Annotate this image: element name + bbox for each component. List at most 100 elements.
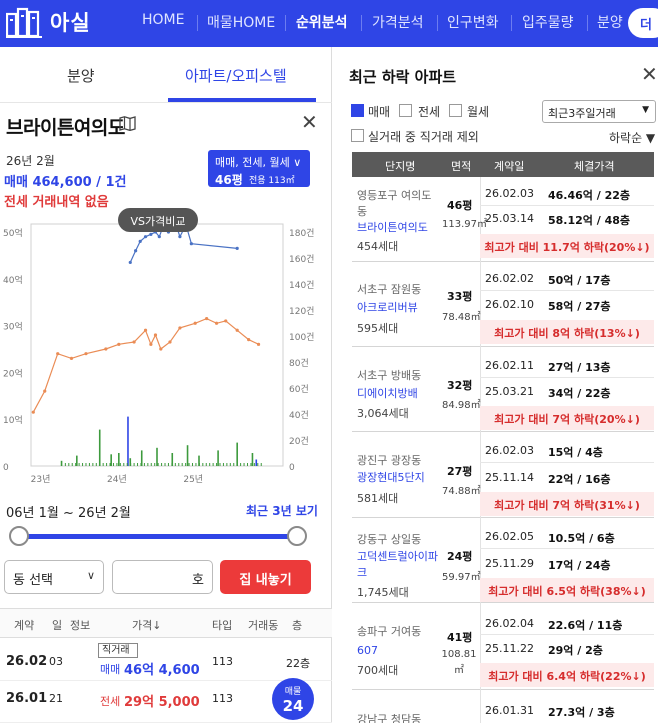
complex-name[interactable]: 607 [357,644,378,657]
map-icon[interactable] [119,116,136,131]
deal-price: 17억 / 24층 [548,559,611,572]
nav-population[interactable]: 인구변화 [447,15,499,31]
nav-supply[interactable]: 입주물량 [522,15,574,31]
tab-presale[interactable]: 분양 [67,67,95,85]
nav-divider [437,15,438,31]
nav-divider [587,15,588,31]
dong-select[interactable]: 동 선택 ∨ [4,560,104,594]
chevron-down-icon: ▼ [642,105,649,115]
exclude-direct-checkbox[interactable] [351,129,364,142]
area-m2: 84.98㎡ [442,400,481,411]
direct-trade-tag: 직거래 [98,643,138,658]
trade-type-selector[interactable]: 매매, 전세, 월세 ∨ 46평 전용 113㎡ [208,150,310,187]
nav-price[interactable]: 가격분석 [372,15,424,31]
price-point [178,326,182,330]
vs-compare-button[interactable]: VS가격비교 [118,208,198,232]
row-divider [480,634,654,635]
area-m2: 78.48㎡ [442,312,481,323]
drop-summary: 최고가 대비 11.7억 하락(20%↓) [480,234,654,258]
contract-date: 26.02.10 [485,298,534,311]
complex-name[interactable]: 디에이치방배 [357,387,418,400]
contract-date: 25.11.22 [485,642,534,655]
deal-price: 29억 / 2층 [548,644,603,657]
households: 1,745세대 [357,586,409,599]
tab-apartment-officetel[interactable]: 아파트/오피스텔 [185,67,287,85]
complex-name[interactable]: 아크로리버뷰 [357,301,418,314]
filter-sale-checkbox[interactable] [351,104,364,117]
drop-list-item[interactable]: 강동구 상일동 고덕센트럴아이파크 1,745세대 24평 59.97㎡ 26.… [352,518,654,603]
close-icon[interactable]: ✕ [301,110,318,134]
nav-presale[interactable]: 분양 [597,15,623,31]
price-point [143,328,148,332]
column-divider [480,518,481,603]
contract-date: 26.02.05 [485,530,534,543]
filter-monthly-checkbox[interactable] [449,104,462,117]
row-divider [480,377,654,378]
pyeong: 32평 [447,379,473,392]
row-divider [480,205,654,206]
trade-row[interactable]: 26.01 21 전세 29억 5,000 113 [0,681,332,723]
complex-name[interactable]: 브라이튼여의도 [357,221,428,234]
column-divider [480,432,481,518]
deal-price: 10.5억 / 6층 [548,532,615,545]
deal-price: 50억 / 17층 [548,274,611,287]
trade-price: 46억 4,600 [124,663,200,678]
drop-summary: 최고가 대비 6.4억 하락(22%↓) [480,663,654,687]
pyeong: 27평 [447,465,473,478]
price-point [153,333,158,337]
price-point [117,342,121,346]
nav-listing-home[interactable]: 매물HOME [207,15,276,31]
drop-list-item[interactable]: 송파구 거여동 607 700세대 41평 108.81㎡ 26.02.04 2… [352,603,654,690]
active-tab-indicator [168,98,316,102]
drop-list-item[interactable]: 강남구 청담동 26.01.31 27.3억 / 3층 [352,690,654,723]
list-my-home-button[interactable]: 집 내놓기 [220,560,311,594]
y-tick-label-right: 180건 [289,228,314,239]
filter-jeonse-label: 전세 [418,105,441,119]
y-tick-label-right: 20건 [289,436,309,447]
tab-bar: 분양 아파트/오피스텔 [0,47,332,103]
complex-name[interactable]: 광장현대5단지 [357,471,425,484]
price-point [149,342,153,346]
trade-row[interactable]: 26.02 03 매매 46억 4,600 113 22층 [0,639,332,681]
contract-date: 25.11.14 [485,471,534,484]
price-point [168,340,172,344]
logo[interactable]: 아실 [6,6,91,38]
price-point [205,316,209,321]
ho-input-suffix: 호 [192,573,204,588]
sort-select[interactable]: 하락순 ▼ [609,131,656,145]
trade-kind: 전세 [100,695,121,708]
panel-title: 최근 하락 아파트 [349,68,457,86]
y-tick-label-left: 20억 [3,367,23,379]
deal-price: 27억 / 13층 [548,361,611,374]
period-slider-start-handle[interactable] [9,526,29,546]
price-point [149,232,153,236]
contract-date: 26.02.04 [485,617,534,630]
drop-list-item[interactable]: 영등포구 여의도동 브라이튼여의도 454세대 46평 113.97㎡ 26.0… [352,177,654,262]
deal-price: 34억 / 22층 [548,387,611,400]
recent-3y-button[interactable]: 최근 3년 보기 [246,504,318,518]
nav-home[interactable]: HOME [142,12,185,28]
row-divider [480,462,654,463]
filter-jeonse-checkbox[interactable] [399,104,412,117]
drop-summary: 최고가 대비 8억 하락(13%↓) [480,320,654,344]
households: 595세대 [357,322,399,335]
ho-input[interactable]: 호 [112,560,213,594]
period-slider-end-handle[interactable] [287,526,307,546]
nav-ranking[interactable]: 순위분석 [296,15,348,31]
close-icon[interactable]: ✕ [641,62,658,86]
price-point [132,340,136,344]
drop-list-item[interactable]: 서초구 잠원동 아크로리버뷰 595세대 33평 78.48㎡ 26.02.02… [352,262,654,347]
nav-more-button[interactable]: 더 [628,8,658,38]
column-divider [480,177,481,262]
drop-list-item[interactable]: 서초구 방배동 디에이치방배 3,064세대 32평 84.98㎡ 26.02.… [352,347,654,432]
drop-list-item[interactable]: 광진구 광장동 광장현대5단지 581세대 27평 74.88㎡ 26.02.0… [352,432,654,518]
pyeong: 24평 [447,550,473,563]
period-slider-track[interactable] [18,534,298,539]
complex-name[interactable]: 고덕센트럴아이파크 [357,550,438,579]
price-point [56,352,60,356]
col-price: 체결가격 [574,160,615,173]
trade-day: 21 [49,692,63,705]
period-select[interactable]: 최근3주일거래 ▼ [542,100,656,123]
listing-count-badge[interactable]: 매물 24 [272,678,314,720]
col-price-sort[interactable]: 가격↓ [132,619,162,632]
